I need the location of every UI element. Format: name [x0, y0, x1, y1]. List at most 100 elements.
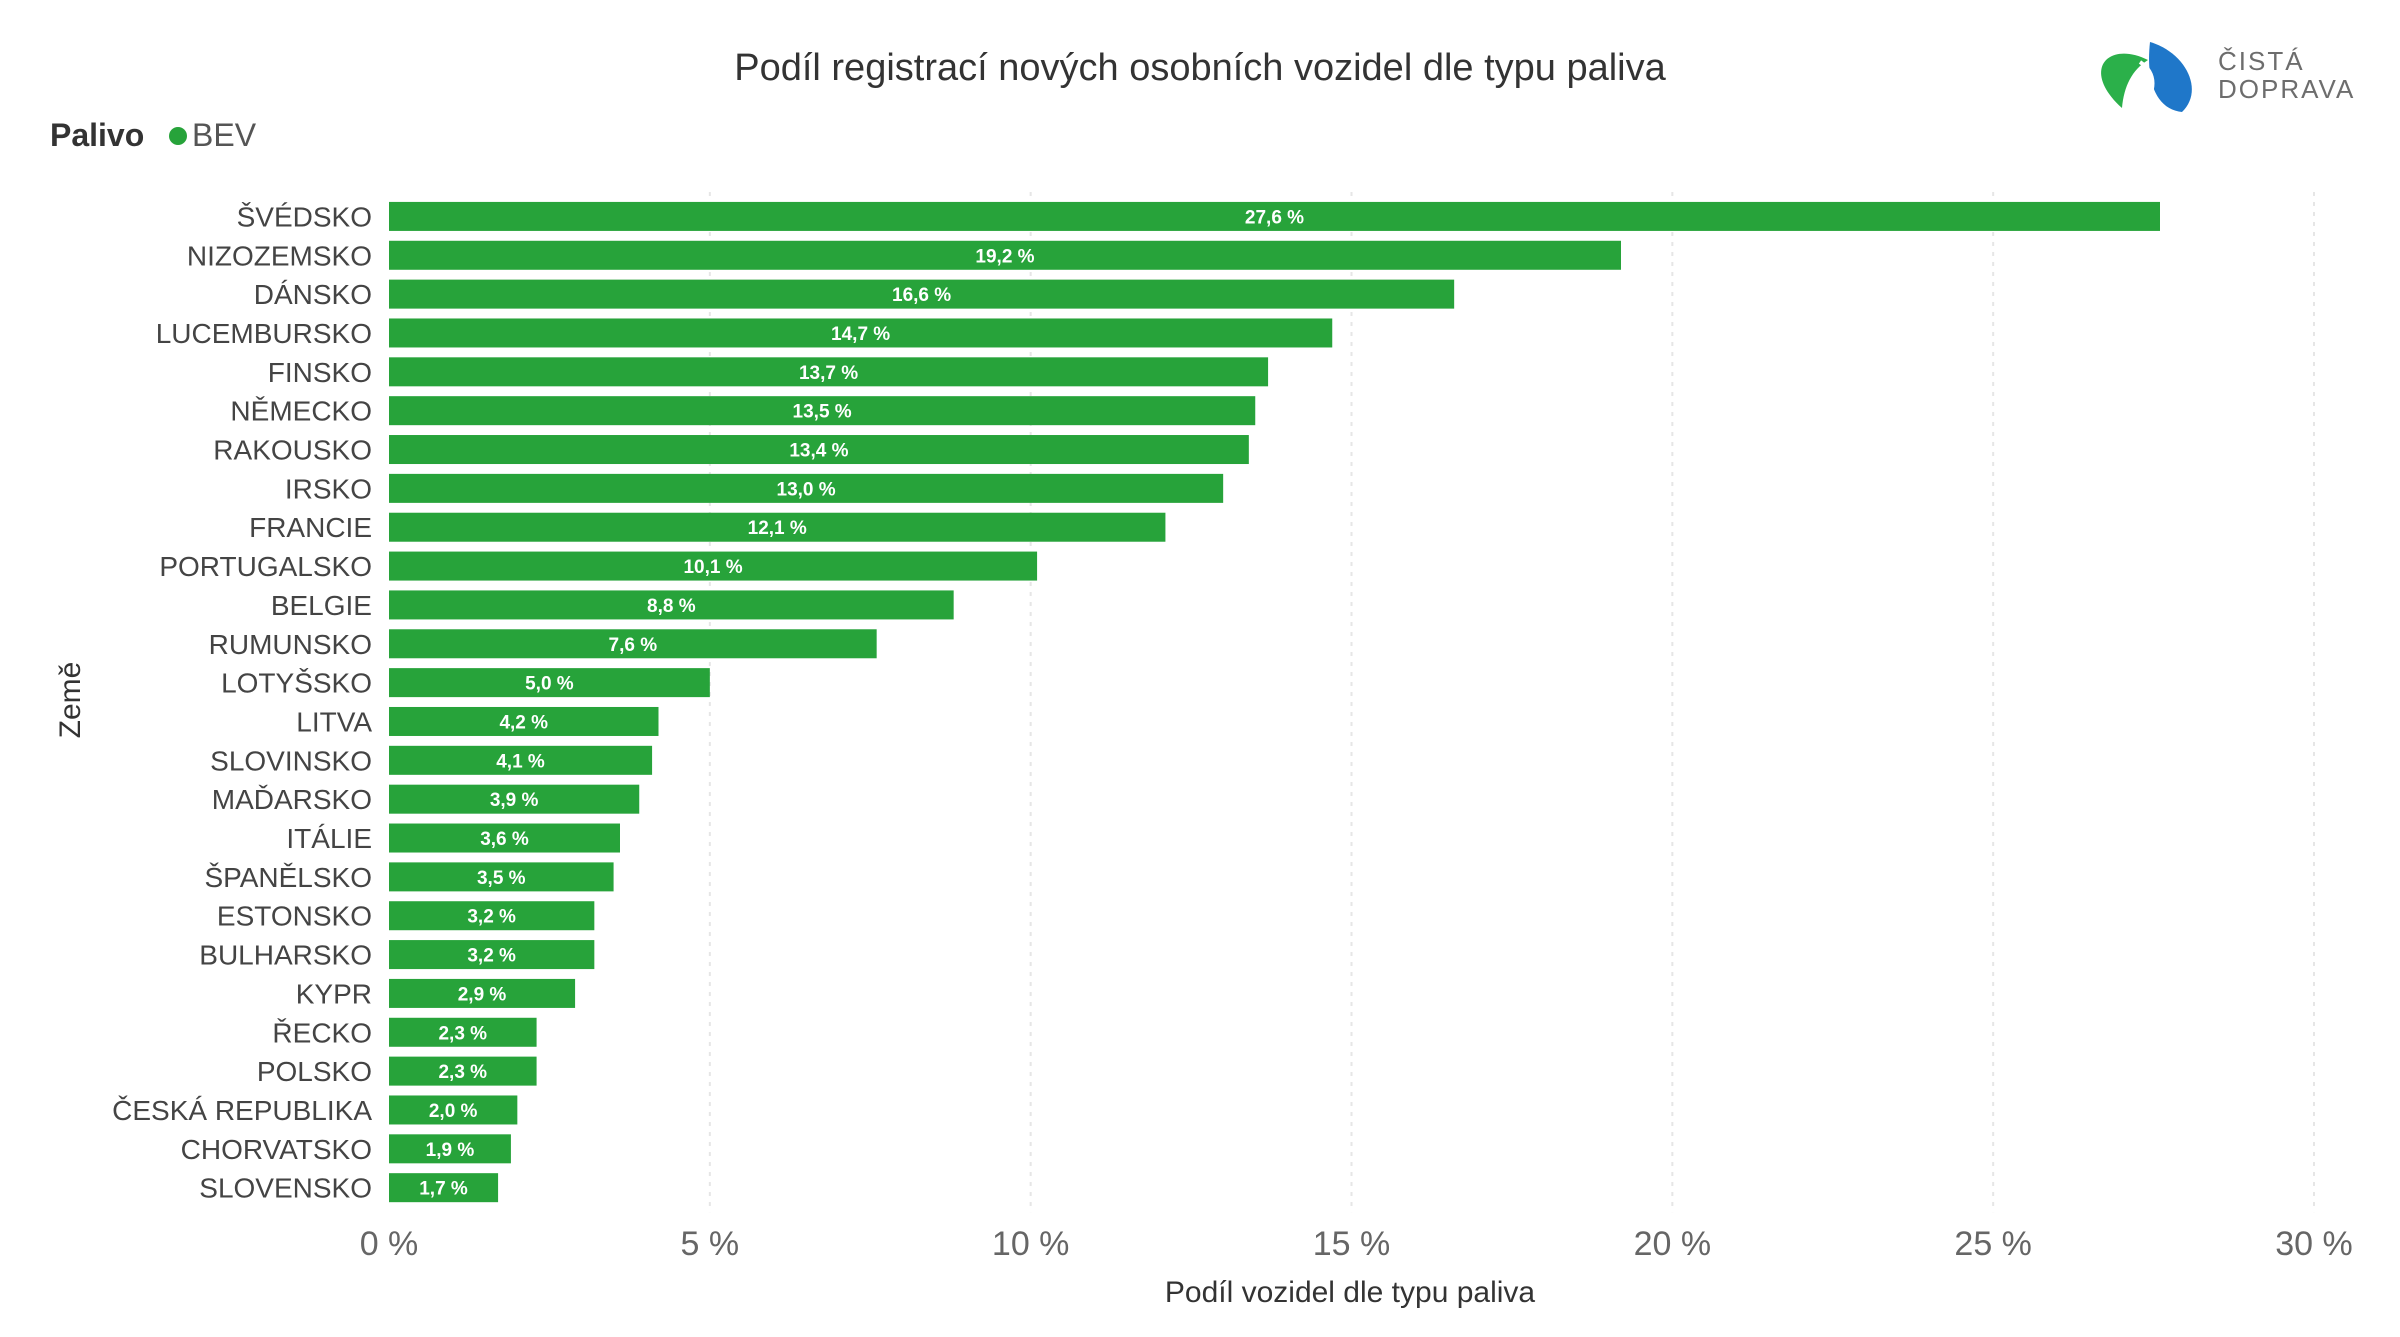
category-label: ŠVÉDSKO	[237, 201, 372, 232]
category-label: ŘECKO	[272, 1017, 372, 1048]
data-label: 7,6 %	[609, 635, 658, 656]
x-tick-label: 20 %	[1634, 1225, 1712, 1263]
category-label: LOTYŠSKO	[221, 668, 372, 699]
data-label: 10,1 %	[683, 557, 742, 578]
bar	[389, 862, 614, 892]
data-label: 27,6 %	[1245, 207, 1304, 228]
bar	[389, 784, 640, 814]
category-label: SLOVENSKO	[199, 1173, 372, 1204]
category-label: LUCEMBURSKO	[156, 318, 372, 349]
bar	[389, 668, 710, 698]
bar	[389, 706, 659, 736]
data-label: 13,4 %	[789, 441, 848, 462]
logo-text-line1: ČISTÁ	[2218, 46, 2305, 76]
category-label: DÁNSKO	[254, 279, 372, 310]
data-label: 13,7 %	[799, 363, 858, 384]
data-label: 3,5 %	[477, 868, 526, 889]
data-label: 2,3 %	[438, 1023, 487, 1044]
logo-text-line2: DOPRAVA	[2218, 74, 2355, 104]
bar	[389, 512, 1166, 542]
x-tick-label: 5 %	[681, 1225, 740, 1263]
data-label: 3,6 %	[480, 829, 529, 850]
data-label: 16,6 %	[892, 285, 951, 306]
bar	[389, 1134, 511, 1164]
data-label: 12,1 %	[748, 518, 807, 539]
x-tick-label: 30 %	[2275, 1225, 2353, 1263]
bar	[389, 473, 1224, 503]
bar	[389, 435, 1249, 465]
legend-bev-swatch	[169, 127, 187, 145]
data-label: 4,2 %	[499, 712, 548, 733]
category-label: FRANCIE	[249, 512, 372, 543]
category-labels: ŠVÉDSKO NIZOZEMSKO DÁNSKO LUCEMBURSKO FINSKO…	[112, 201, 372, 1203]
chart-title: Podíl registrací nových osobních vozidel…	[734, 47, 1666, 89]
category-label: RAKOUSKO	[213, 435, 372, 466]
data-label: 1,7 %	[419, 1179, 468, 1200]
bar	[389, 1017, 537, 1047]
bar	[389, 357, 1269, 387]
bar	[389, 279, 1455, 309]
bar	[389, 823, 620, 853]
y-axis-title: Země	[54, 662, 87, 739]
data-label: 2,0 %	[429, 1101, 478, 1122]
data-label: 13,0 %	[777, 479, 836, 500]
data-label: 3,9 %	[490, 790, 539, 811]
category-label: ESTONSKO	[217, 901, 372, 932]
legend-bev-label: BEV	[192, 117, 257, 153]
bars	[389, 201, 2160, 1203]
data-label: 5,0 %	[525, 674, 574, 695]
data-label: 2,3 %	[438, 1062, 487, 1083]
x-axis-title: Podíl vozidel dle typu paliva	[1165, 1276, 1536, 1309]
logo: ČISTÁ DOPRAVA	[2101, 42, 2355, 112]
x-tick-label: 25 %	[1954, 1225, 2032, 1263]
category-label: KYPR	[296, 978, 372, 1009]
category-label: LITVA	[296, 706, 372, 737]
bar	[389, 745, 653, 775]
category-label: PORTUGALSKO	[159, 551, 372, 582]
x-axis-ticks: 0 % 5 % 10 % 15 % 20 % 25 % 30 %	[360, 1225, 2353, 1263]
data-label: 8,8 %	[647, 596, 696, 617]
bar	[389, 318, 1333, 348]
category-label: ŠPANĚLSKO	[204, 862, 372, 893]
category-label: SLOVINSKO	[210, 745, 372, 776]
data-label: 14,7 %	[831, 324, 890, 345]
category-label: IRSKO	[285, 473, 372, 504]
cista-doprava-logo-icon	[2101, 42, 2192, 112]
category-label: RUMUNSKO	[209, 629, 372, 660]
category-label: ITÁLIE	[286, 823, 372, 854]
bar	[389, 396, 1256, 426]
bar	[389, 978, 576, 1008]
category-label: FINSKO	[268, 357, 372, 388]
bar	[389, 551, 1038, 581]
x-tick-label: 0 %	[360, 1225, 419, 1263]
data-label: 4,1 %	[496, 751, 545, 772]
data-label: 3,2 %	[467, 907, 516, 928]
x-tick-label: 15 %	[1313, 1225, 1391, 1263]
category-label: BULHARSKO	[199, 940, 372, 971]
bar	[389, 201, 2160, 231]
category-label: NIZOZEMSKO	[187, 240, 372, 271]
bar	[389, 629, 877, 659]
bar	[389, 901, 595, 931]
data-label: 3,2 %	[467, 946, 516, 967]
data-labels: 27,6 % 19,2 % 16,6 %14,7 % 13,7 % 13,5 % 13,4…	[419, 207, 1304, 1199]
category-label: MAĎARSKO	[212, 784, 372, 815]
bar	[389, 1095, 518, 1125]
bar	[389, 240, 1621, 270]
category-label: BELGIE	[271, 590, 372, 621]
legend: Palivo BEV	[50, 117, 257, 153]
data-label: 19,2 %	[975, 246, 1034, 267]
data-label: 1,9 %	[426, 1140, 475, 1161]
bar	[389, 1173, 499, 1203]
category-label: ČESKÁ REPUBLIKA	[112, 1095, 372, 1126]
bar	[389, 590, 954, 620]
bar	[389, 940, 595, 970]
bar	[389, 1056, 537, 1086]
x-tick-label: 10 %	[992, 1225, 1070, 1263]
data-label: 2,9 %	[458, 984, 507, 1005]
category-label: POLSKO	[257, 1056, 372, 1087]
category-label: CHORVATSKO	[181, 1134, 372, 1165]
data-label: 13,5 %	[793, 402, 852, 423]
category-label: NĚMECKO	[230, 396, 372, 427]
